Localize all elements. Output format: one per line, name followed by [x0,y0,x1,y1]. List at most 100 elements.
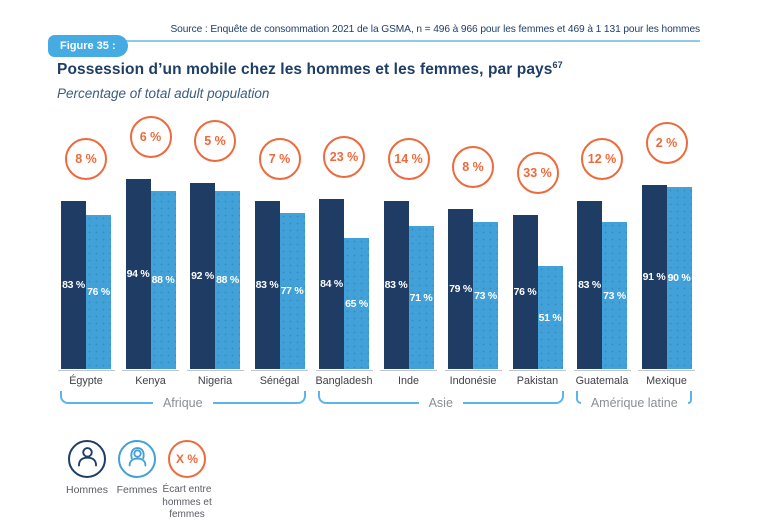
gap-circle-0: 8 % [65,138,107,180]
bar-femmes-value: 77 % [280,285,304,297]
bar-hommes-value: 94 % [126,268,150,280]
bar-hommes-value: 84 % [320,278,343,290]
legend-gap-circle: X % [168,440,206,478]
bar-femmes-6: 73 % [473,222,498,369]
gap-circle-6: 8 % [452,146,494,188]
bar-femmes-1: 88 % [150,191,176,369]
bar-hommes-value: 79 % [449,283,472,295]
category-label-6: Indonésie [449,375,497,387]
bar-femmes-value: 73 % [603,289,626,302]
legend-hommes-circle [68,440,106,478]
group-baseline [509,369,566,371]
bar-hommes-value: 83 % [255,279,279,291]
bar-hommes-7: 76 % [512,215,538,369]
category-label-3: Sénégal [259,375,300,387]
bar-femmes-value: 73 % [474,289,497,302]
legend-hommes-label: Hommes [65,484,108,496]
bracket-line [70,402,153,404]
bar-femmes-3: 77 % [279,213,305,369]
region-bracket-2: Amérique latine [576,391,693,410]
bar-hommes-value: 83 % [384,279,408,291]
bar-hommes-1: 94 % [125,179,151,369]
region-label-2: Amérique latine [590,395,678,410]
bar-hommes-2: 92 % [190,183,215,369]
bracket-corner-right [295,391,306,404]
bar-hommes-9: 91 % [641,185,667,369]
group-baseline [57,369,115,371]
bracket-corner-right [687,391,693,404]
bar-femmes-8: 73 % [602,222,627,369]
group-baseline [122,369,179,371]
legend-femmes-label: Femmes [116,484,158,496]
region-label-1: Asie [428,395,453,410]
gap-symbol: X % [175,452,198,466]
bracket-line [328,402,419,404]
category-label-1: Kenya [135,375,166,387]
gap-circle-8: 12 % [581,138,623,180]
bracket-corner-left [60,391,70,404]
group-baseline [186,369,244,371]
group-baseline [638,369,695,371]
region-bracket-1: Asie [318,391,564,410]
bracket-corner-left [576,391,581,404]
bar-femmes-value: 51 % [538,311,562,324]
category-label-7: Pakistan [516,375,559,387]
category-label-5: Inde [397,375,419,387]
bracket-corner-right [553,391,564,404]
gap-circle-4: 23 % [323,136,365,178]
header-divider-line [100,40,700,42]
bar-hommes-0: 83 % [61,201,86,369]
category-label-9: Mexique [646,375,687,387]
bracket-line [462,402,554,404]
bar-femmes-value: 76 % [87,286,110,298]
bar-hommes-value: 83 % [578,279,601,291]
figure-number-badge: Figure 35 : [48,35,128,57]
category-label-2: Nigeria [197,375,233,387]
figure-number-label: Figure 35 : [60,40,116,52]
legend-femmes-circle [118,440,156,478]
bar-hommes-value: 83 % [62,279,85,291]
footnote-marker: 67 [552,60,563,70]
bar-femmes-value: 65 % [345,297,368,310]
region-label-0: Afrique [162,395,203,410]
group-baseline [251,369,308,371]
source-note: Source : Enquête de consommation 2021 de… [170,24,700,35]
category-label-4: Bangladesh [315,375,373,387]
region-bracket-0: Afrique [60,391,306,410]
bar-femmes-9: 90 % [666,187,692,369]
bar-femmes-value: 88 % [216,274,239,286]
bar-femmes-value: 88 % [151,274,175,286]
bracket-line [212,402,296,404]
bar-femmes-5: 71 % [408,226,434,369]
bar-femmes-value: 71 % [409,291,433,304]
category-label-8: Guatemala [575,375,629,387]
bar-femmes-7: 51 % [537,266,563,369]
bar-hommes-value: 91 % [642,271,666,283]
bar-femmes-value: 90 % [667,272,691,284]
bar-hommes-4: 84 % [319,199,344,369]
gap-circle-3: 7 % [258,138,301,180]
page-subtitle: Percentage of total adult population [57,86,270,101]
bar-hommes-5: 83 % [383,201,409,369]
bar-femmes-0: 76 % [86,215,111,369]
bar-femmes-2: 88 % [215,191,240,369]
page-title: Possession d’un mobile chez les hommes e… [57,60,563,79]
bar-hommes-8: 83 % [577,201,602,369]
gap-circle-9: 2 % [645,122,688,164]
page-title-text: Possession d’un mobile chez les hommes e… [57,61,553,79]
bracket-corner-left [318,391,328,404]
bar-hommes-value: 76 % [513,286,537,298]
bar-hommes-6: 79 % [448,209,473,369]
gap-circle-2: 5 % [194,120,236,162]
group-baseline [573,369,631,371]
legend-gap-caption: Écart entre hommes et femmes [162,484,212,520]
gap-circle-7: 33 % [516,152,559,194]
group-baseline [315,369,373,371]
category-label-0: Égypte [69,375,103,387]
bar-hommes-value: 92 % [191,270,214,282]
group-baseline [444,369,502,371]
gap-circle-1: 6 % [129,116,172,158]
gap-circle-5: 14 % [387,138,430,180]
